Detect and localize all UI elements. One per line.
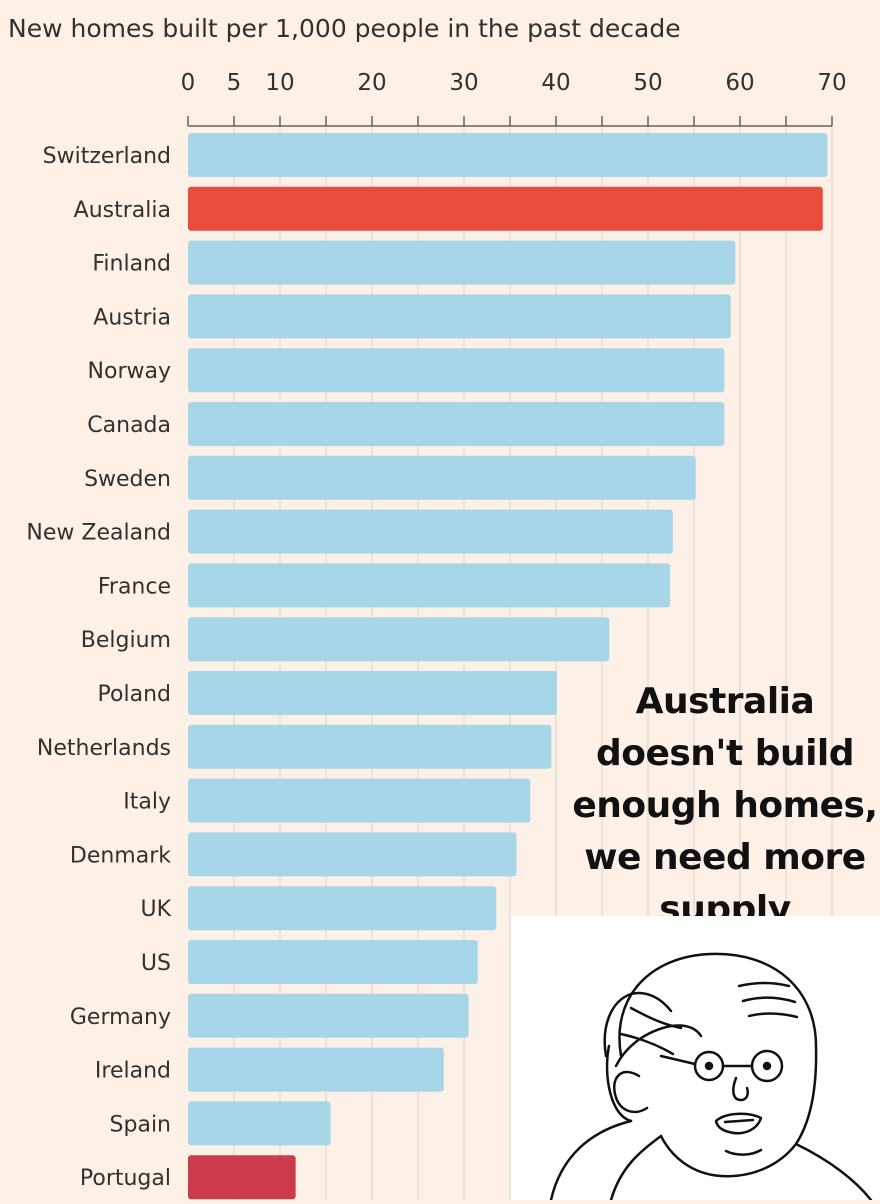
bar-finland bbox=[188, 240, 736, 285]
bar-belgium bbox=[188, 617, 610, 662]
x-tick-label-70: 70 bbox=[817, 70, 846, 96]
category-label: Switzerland bbox=[43, 144, 171, 169]
caption-line-1: Australia bbox=[635, 681, 815, 722]
bar-australia bbox=[188, 186, 823, 231]
bar-netherlands bbox=[188, 724, 552, 769]
caption-line-2: doesn't build bbox=[595, 733, 855, 774]
category-label: Netherlands bbox=[37, 736, 171, 761]
category-label: Germany bbox=[70, 1005, 171, 1030]
x-tick-label-60: 60 bbox=[725, 70, 754, 96]
category-label: UK bbox=[140, 897, 171, 922]
bar-ireland bbox=[188, 1047, 444, 1092]
chart-title: New homes built per 1,000 people in the … bbox=[8, 14, 681, 43]
bar-new-zealand bbox=[188, 509, 673, 554]
x-tick-label-30: 30 bbox=[449, 70, 478, 96]
category-label: Portugal bbox=[80, 1166, 171, 1191]
bar-poland bbox=[188, 671, 557, 715]
category-label: Poland bbox=[98, 682, 171, 707]
bar-switzerland bbox=[188, 133, 828, 177]
category-labels: Switzerland Australia Finland Austria Norway… bbox=[26, 144, 171, 1191]
bar-italy bbox=[188, 778, 531, 823]
category-label: Norway bbox=[88, 359, 171, 384]
x-tick-label-50: 50 bbox=[633, 70, 662, 96]
bar-austria bbox=[188, 294, 731, 339]
bar-denmark bbox=[188, 832, 517, 877]
category-label: Denmark bbox=[70, 843, 171, 868]
category-label: Belgium bbox=[81, 628, 171, 653]
bars bbox=[188, 133, 828, 1200]
wojak-thinking-face-icon bbox=[549, 952, 873, 1202]
bar-spain bbox=[188, 1101, 331, 1146]
x-tick-label-10: 10 bbox=[265, 70, 294, 96]
category-label: New Zealand bbox=[26, 521, 171, 546]
bar-portugal bbox=[188, 1155, 296, 1200]
category-label: Australia bbox=[74, 198, 171, 223]
category-label: France bbox=[98, 574, 171, 599]
bar-canada bbox=[188, 402, 725, 446]
x-tick-label-0: 0 bbox=[181, 70, 196, 96]
category-label: Sweden bbox=[84, 467, 171, 492]
category-label: Austria bbox=[93, 305, 171, 330]
bar-france bbox=[188, 563, 671, 608]
x-tick-label-20: 20 bbox=[357, 70, 386, 96]
x-axis: 0 5 10 20 30 40 50 60 70 bbox=[181, 70, 847, 127]
bar-us bbox=[188, 940, 478, 984]
category-label: Canada bbox=[87, 413, 171, 438]
caption-line-4: we need more bbox=[584, 837, 866, 878]
caption-line-3: enough homes, bbox=[572, 785, 878, 826]
bar-germany bbox=[188, 993, 469, 1038]
category-label: US bbox=[141, 951, 171, 976]
meme-panel bbox=[511, 916, 880, 1202]
x-tick-label-5: 5 bbox=[227, 70, 242, 96]
category-label: Ireland bbox=[95, 1059, 171, 1084]
category-label: Finland bbox=[92, 252, 171, 277]
meme-caption: Australia doesn't build enough homes, we… bbox=[560, 676, 880, 936]
x-tick-label-40: 40 bbox=[541, 70, 570, 96]
category-label: Spain bbox=[110, 1112, 171, 1137]
bar-norway bbox=[188, 348, 725, 393]
bar-sweden bbox=[188, 455, 696, 500]
category-label: Italy bbox=[123, 790, 171, 815]
bar-uk bbox=[188, 886, 497, 931]
